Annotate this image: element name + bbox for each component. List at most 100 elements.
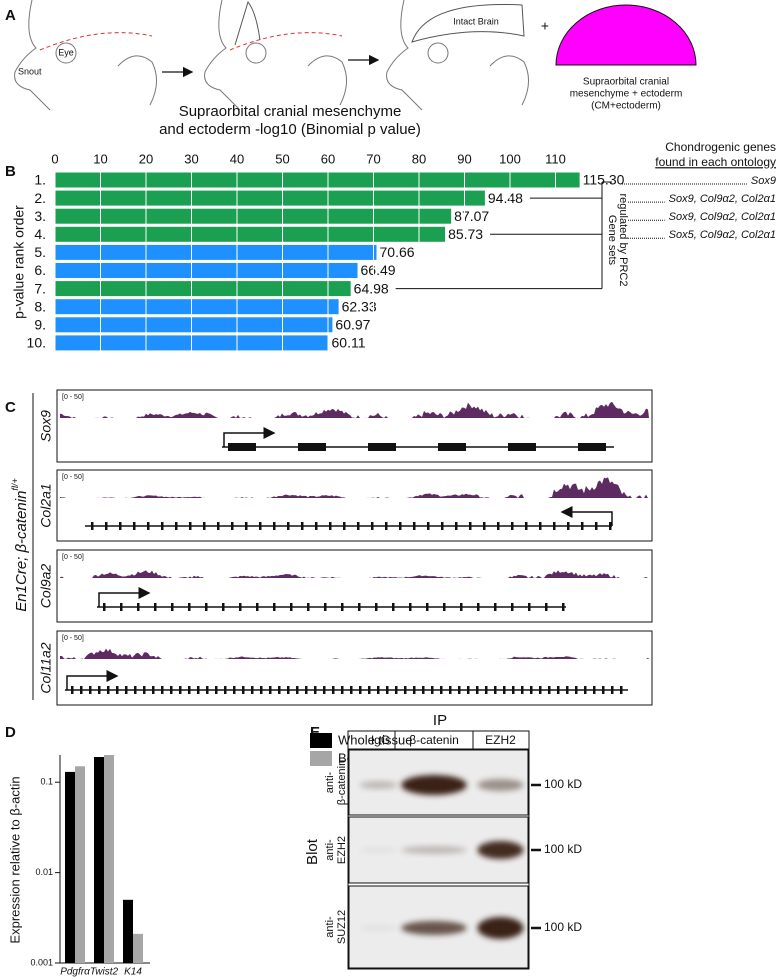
exon [539,686,542,694]
exon [368,443,396,451]
antibody-label: SUZ12 [336,910,348,944]
lane-label: IgG [371,733,390,747]
track-range: [0 - 50] [62,635,84,642]
y-tick-label: 8. [34,298,46,314]
exon [305,686,308,694]
exon [260,686,263,694]
bar [94,757,104,963]
legend-label: Whole tissue [338,732,412,747]
exon [438,443,466,451]
coverage-track [60,570,649,578]
legend-swatch [310,751,332,766]
exon [251,686,254,694]
bar [55,317,333,333]
exon [557,686,560,694]
exon [566,686,569,694]
exon [341,603,344,611]
exon [161,686,164,694]
value-label: 60.11 [332,335,366,351]
exon [449,686,452,694]
exon [567,522,570,530]
exon [324,603,327,611]
bar [55,190,485,206]
exon [512,686,515,694]
exon [494,603,497,611]
exon [528,603,531,611]
exon [120,603,123,611]
annotation-title: Chondrogenic genes [665,140,776,154]
annotation: Sox9, Col9α2, Col2α1 [669,193,776,205]
tissue-label: (CM+ectoderm) [591,101,661,112]
gene-model [65,670,628,694]
exon [154,603,157,611]
eye-label: Eye [58,47,74,57]
exon [375,603,378,611]
bar [55,299,339,315]
exon [197,686,200,694]
annotation-title: found in each ontology [655,155,776,169]
exon [273,603,276,611]
y-axis-label: p-value rank order [11,205,27,319]
exon [116,686,119,694]
exon [161,522,164,530]
band [401,775,467,795]
y-tick-label: 4. [34,226,46,242]
exon [503,686,506,694]
x-tick-label: 60 [321,151,335,166]
exon [483,522,486,530]
gene-label: Col11a2 [38,642,54,693]
exon [508,443,536,451]
x-tick-label: 80 [412,151,426,166]
exon [477,603,480,611]
bar [55,208,452,224]
bar [133,933,143,963]
exon [287,686,290,694]
value-label: 62.33 [342,298,377,314]
exon [103,603,106,611]
exon [125,686,128,694]
antibody-label: anti- [324,839,336,861]
exon [171,603,174,611]
bracket-label: regulated by PRC2 [617,194,629,287]
exon [71,686,74,694]
band [359,847,398,853]
exon [152,686,155,694]
exon [358,603,361,611]
exon [256,603,259,611]
exon [188,686,191,694]
exon [521,686,524,694]
exon [377,686,380,694]
exon [584,686,587,694]
exon [485,686,488,694]
exon [357,522,360,530]
exon [134,686,137,694]
exon [206,686,209,694]
chart-title: Supraorbital cranial mesenchyme [179,103,402,120]
exon [242,686,245,694]
value-label: 94.48 [488,190,523,206]
size-label: 100 kD [544,842,582,856]
exon [188,603,191,611]
band [477,917,524,939]
exon [539,522,542,530]
value-label: 87.07 [454,208,489,224]
blot-label: Blot [304,838,321,865]
x-tick-label: 50 [275,151,289,166]
exon [170,686,173,694]
x-tick-label: Twist2 [90,967,119,978]
exon [119,522,122,530]
value-label: 60.97 [335,317,370,333]
exon [314,686,317,694]
genotype-superscript: fl/+ [10,478,20,490]
bar [55,172,580,188]
exon [296,686,299,694]
bar [55,263,358,278]
y-tick-label: 7. [34,280,46,296]
track-box [56,469,653,542]
tss-arrow [223,427,276,447]
exon [525,522,528,530]
exon [413,686,416,694]
exon [458,686,461,694]
exon [399,522,402,530]
